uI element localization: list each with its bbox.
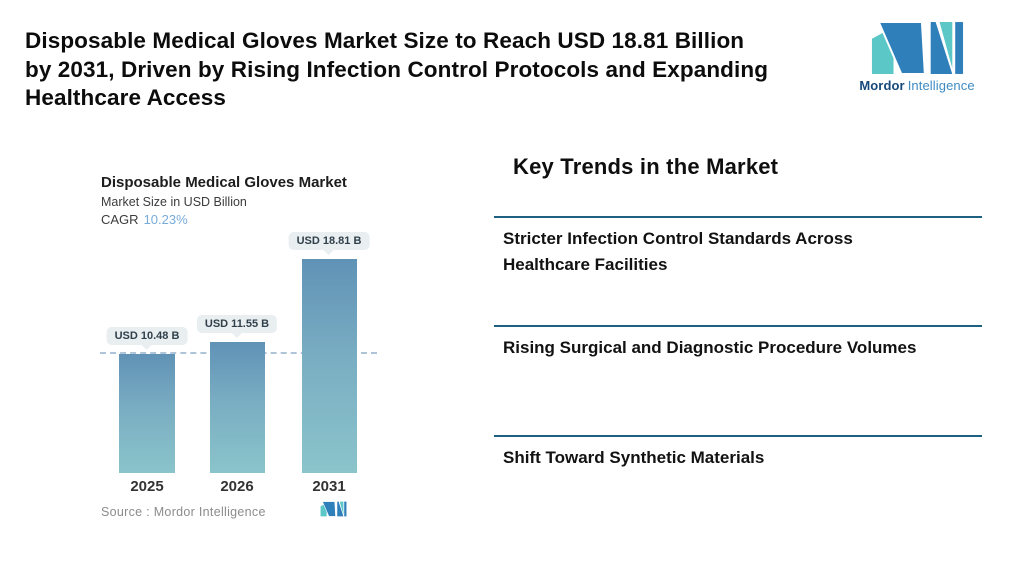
chart-cagr: CAGR 10.23% — [101, 212, 188, 227]
mordor-intelligence-mark-icon — [870, 21, 964, 75]
bar-2026 — [210, 342, 265, 473]
trends-heading: Key Trends in the Market — [513, 154, 779, 179]
value-label-2026: USD 11.55 B — [196, 315, 278, 333]
chart-subtitle: Market Size in USD Billion — [101, 195, 247, 209]
trend-item: Stricter Infection Control Standards Acr… — [503, 229, 853, 274]
brand-word-mordor: Mordor — [859, 78, 905, 93]
cagr-value: 10.23% — [143, 212, 188, 227]
cagr-label: CAGR — [101, 212, 139, 227]
x-axis-label-2026: 2026 — [220, 478, 254, 495]
mordor-intelligence-small-mark-icon — [320, 501, 347, 517]
value-label-2025: USD 10.48 B — [106, 327, 188, 345]
brand-wordmark: Mordor Intelligence — [857, 78, 977, 93]
x-axis-label-2031: 2031 — [312, 478, 346, 495]
trend-divider — [494, 435, 982, 437]
brand-word-intelligence: Intelligence — [907, 78, 975, 93]
brand-logo: Mordor Intelligence — [857, 20, 977, 93]
page-title-line: Healthcare Access — [25, 85, 226, 110]
x-axis-label-2025: 2025 — [130, 478, 164, 495]
bar-chart: USD 10.48 B USD 11.55 B USD 18.81 B 2025… — [100, 232, 377, 495]
trend-item: Rising Surgical and Diagnostic Procedure… — [503, 338, 917, 357]
trend-item: Shift Toward Synthetic Materials — [503, 448, 765, 467]
source-note: Source : Mordor Intelligence — [101, 505, 266, 519]
chart-title: Disposable Medical Gloves Market — [101, 174, 347, 191]
bar-2031 — [302, 259, 357, 473]
bar-2025 — [119, 354, 175, 473]
page-title-line: Disposable Medical Gloves Market Size to… — [25, 28, 745, 53]
page-title-line: by 2031, Driven by Rising Infection Cont… — [25, 56, 769, 82]
value-label-2031: USD 18.81 B — [288, 232, 370, 250]
page-title: Disposable Medical Gloves Market Size to… — [25, 27, 855, 113]
trend-divider — [494, 325, 982, 327]
trend-divider — [494, 216, 982, 218]
